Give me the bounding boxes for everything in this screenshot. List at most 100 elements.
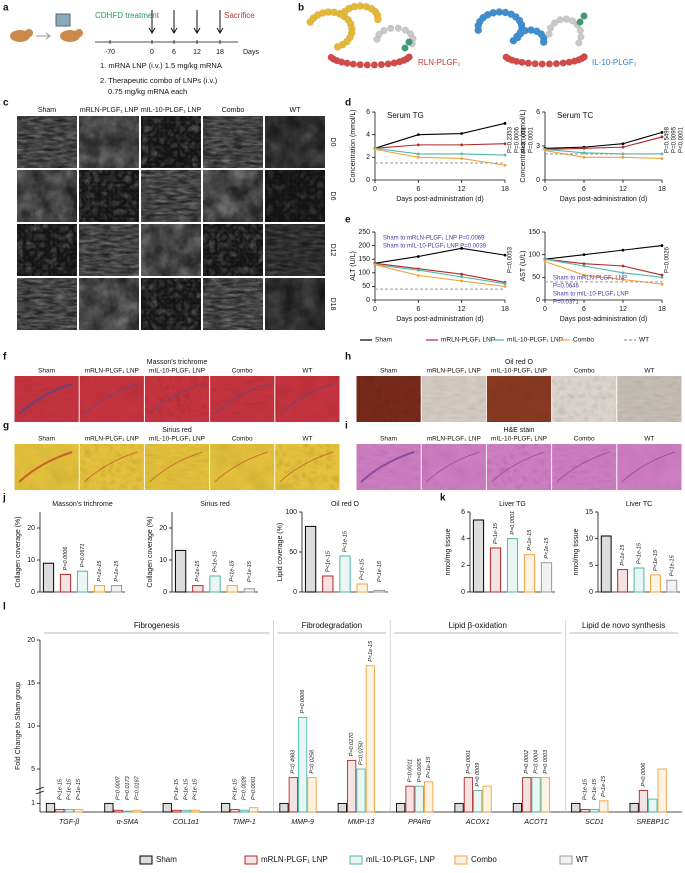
dose-arrow: [193, 10, 201, 34]
bar: [45, 802, 56, 813]
y-tick-label: 100: [285, 509, 297, 516]
x-axis-label: Days post-administration (d): [560, 196, 648, 203]
annotation: P=0.0011: [407, 759, 413, 782]
histology-streak: [279, 451, 334, 483]
x-tick-label: SCD1: [585, 819, 604, 826]
bar: [580, 808, 590, 813]
y-tick-label: 50: [532, 274, 540, 281]
histology-texture: [617, 376, 682, 422]
histology-streak: [149, 451, 203, 483]
bar: [110, 585, 123, 593]
residue: [538, 60, 546, 68]
timeline-day: 0: [150, 49, 154, 56]
ultrasound-image: [141, 116, 201, 168]
series-line: [374, 264, 506, 287]
ultrasound-image: [79, 170, 139, 222]
bar: [230, 808, 240, 813]
bar: [174, 549, 187, 593]
x-tick-label: 6: [582, 306, 586, 313]
annotation: P<1e-15: [636, 542, 642, 564]
bar: [506, 538, 519, 593]
dose-arrow: [170, 10, 178, 34]
histology-texture: [617, 444, 682, 490]
residue: [401, 26, 409, 34]
annotation: P<1e-15: [195, 560, 201, 582]
legend-label: Combo: [573, 337, 594, 344]
annotation: P=0.0371: [553, 300, 580, 306]
x-axis-label: Days post-administration (d): [560, 316, 648, 323]
bar: [113, 809, 123, 813]
dose-arrow: [216, 10, 224, 34]
column-label: Combo: [574, 368, 595, 375]
column-label: mRLN-PLGF₁ LNP: [80, 107, 139, 114]
column-label: WT: [644, 436, 654, 443]
structure-label: RLN-PLGF₁: [418, 58, 461, 67]
legend-label: Sham: [375, 337, 392, 344]
image-texture: [203, 278, 263, 330]
image-texture: [17, 170, 77, 222]
y-tick-label: 150: [528, 229, 540, 236]
histology-title: H&E stain: [503, 427, 534, 434]
chart-title: Serum TG: [387, 111, 424, 120]
bar: [571, 802, 581, 813]
histology-texture: [356, 376, 421, 422]
chart-title: Serum TC: [557, 111, 594, 120]
histology-texture: [14, 376, 79, 422]
y-tick-label: 4: [461, 536, 465, 543]
annotation: P=0.0028: [242, 775, 248, 800]
y-tick-label: 10: [27, 557, 35, 564]
column-label: Combo: [232, 436, 253, 443]
histology-streak: [149, 383, 203, 415]
panel-label: i: [345, 421, 348, 432]
structure-label: IL-10-PLGF₁: [592, 58, 637, 67]
y-axis-label: Concentration (mmol/L): [520, 109, 527, 182]
column-label: mRLN-PLGF₁ LNP: [427, 368, 481, 375]
histology-streak: [83, 383, 138, 415]
group-label: Lipid de novo synthesis: [582, 621, 665, 630]
x-tick-label: ACOT1: [523, 819, 547, 826]
bar: [396, 802, 406, 813]
timeline-day: 6: [172, 49, 176, 56]
residue: [327, 53, 335, 61]
panel-label: h: [345, 352, 351, 363]
annotation: P<1e-15: [230, 560, 236, 582]
bar: [307, 777, 317, 813]
residue: [576, 18, 584, 26]
y-tick-label: 50: [362, 283, 370, 290]
panel-label: g: [3, 421, 9, 432]
bar: [190, 809, 200, 813]
annotation: P<0.0001: [522, 126, 528, 153]
annotation: P=0.0001: [510, 511, 516, 535]
column-label: WT: [302, 368, 312, 375]
annotation: P<1e-15: [377, 560, 383, 582]
column-label: Combo: [222, 107, 245, 114]
residue: [580, 12, 588, 20]
mouse-head: [25, 29, 33, 37]
bar: [489, 547, 502, 593]
annotation: P=0.0646: [553, 284, 580, 290]
dose-arrow: [148, 10, 156, 34]
histology-streak: [279, 383, 334, 415]
x-axis-label: Days post-administration (d): [396, 316, 484, 323]
arrow: [36, 32, 51, 40]
y-axis-label: AST (U/L): [520, 251, 527, 282]
residue: [552, 60, 561, 68]
y-tick-label: 6: [366, 109, 370, 116]
x-tick-label: 18: [658, 186, 666, 193]
annotation: P<1e-15: [544, 537, 550, 559]
residue: [545, 30, 553, 38]
annotation: P<1e-15: [601, 775, 607, 797]
group-label: Fibrogenesis: [134, 621, 180, 630]
residue: [387, 24, 395, 32]
y-tick-label: 250: [358, 229, 370, 236]
histology-texture: [421, 376, 486, 422]
ultrasound-image: [17, 278, 77, 330]
y-tick-label: 6: [461, 509, 465, 516]
bar: [405, 785, 415, 813]
panel-label: j: [2, 493, 6, 504]
bar: [356, 768, 366, 813]
x-tick-label: 0: [543, 306, 547, 313]
bar: [76, 570, 89, 593]
bar: [104, 802, 114, 813]
bar: [373, 589, 386, 593]
